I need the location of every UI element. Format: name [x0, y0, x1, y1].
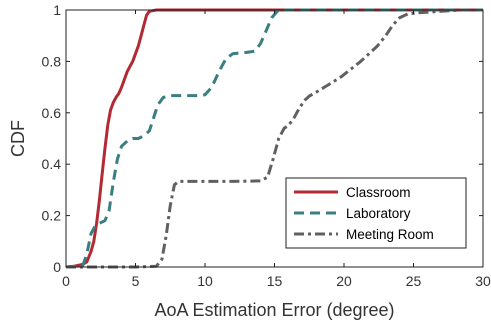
- series-line-meeting-room: [66, 8, 483, 269]
- series-line-laboratory: [65, 8, 483, 269]
- x-axis-label: AoA Estimation Error (degree): [154, 300, 394, 320]
- series-line-classroom: [65, 8, 483, 269]
- plot-lines: [65, 8, 483, 269]
- x-tick-label: 0: [62, 273, 70, 289]
- y-axis-label: CDF: [8, 120, 28, 157]
- x-tick-label: 15: [267, 273, 283, 289]
- legend-label: Classroom: [346, 185, 411, 200]
- legend-label: Laboratory: [346, 206, 411, 221]
- legend: Classroom Laboratory Meeting Room: [285, 177, 467, 249]
- y-tick-label: 1: [53, 2, 61, 18]
- legend-label: Meeting Room: [346, 227, 434, 242]
- y-tick-label: 0.8: [42, 53, 62, 69]
- y-tick-label: 0: [53, 259, 61, 275]
- y-tick-label: 0.2: [42, 208, 62, 224]
- x-tick-label: 5: [132, 273, 140, 289]
- y-tick-label: 0.6: [42, 105, 62, 121]
- x-tick-label: 10: [197, 273, 213, 289]
- x-tick-label: 30: [475, 273, 491, 289]
- y-axis-ticks: 0 0.2 0.4 0.6 0.8 1: [42, 2, 483, 275]
- x-axis-ticks: 0 5 10 15 20 25 30: [62, 10, 491, 289]
- x-tick-label: 25: [406, 273, 422, 289]
- y-tick-label: 0.4: [42, 156, 62, 172]
- x-tick-label: 20: [336, 273, 352, 289]
